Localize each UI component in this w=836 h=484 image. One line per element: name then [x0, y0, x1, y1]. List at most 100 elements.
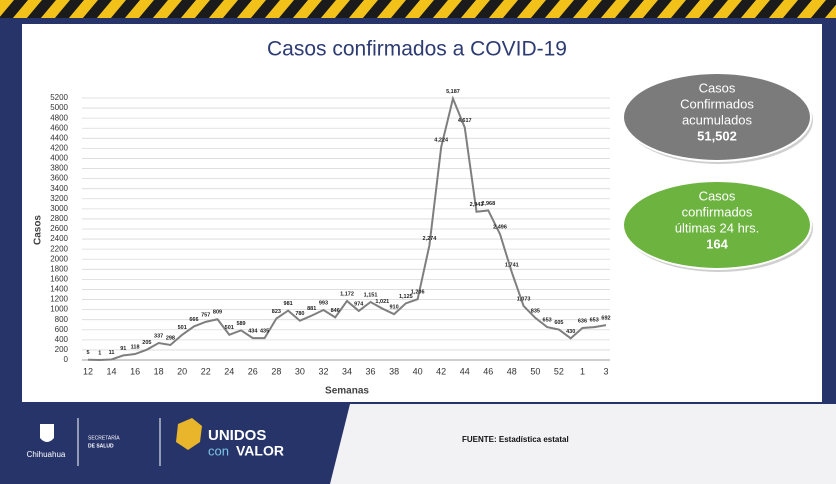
callout — [622, 180, 812, 270]
data-label: 589 — [236, 321, 245, 327]
data-label: 1,021 — [375, 299, 389, 305]
y-tick-label: 3400 — [50, 184, 68, 193]
data-label: 501 — [225, 325, 234, 331]
x-tick-label: 3 — [603, 366, 608, 376]
data-label: 1 — [98, 350, 101, 356]
data-label: 1,073 — [517, 296, 531, 302]
data-label: 337 — [154, 333, 163, 339]
data-label: 205 — [142, 340, 151, 346]
callout-total: 51,502 — [697, 128, 737, 143]
y-tick-label: 5200 — [50, 93, 68, 102]
y-tick-label: 3200 — [50, 194, 68, 203]
x-tick-label: 12 — [83, 366, 93, 376]
x-tick-label: 26 — [248, 366, 258, 376]
callout-text: últimas 24 hrs. — [675, 220, 760, 235]
data-label: 4,224 — [434, 138, 449, 144]
x-tick-label: 40 — [413, 366, 423, 376]
data-label: 2,496 — [493, 225, 507, 231]
data-label: 780 — [295, 311, 304, 317]
x-tick-label: 24 — [224, 366, 234, 376]
data-label: 5 — [86, 350, 89, 356]
x-tick-label: 48 — [507, 366, 517, 376]
crest-icon — [40, 424, 54, 442]
callout-text: confirmados — [682, 204, 753, 219]
x-tick-label: 28 — [271, 366, 281, 376]
data-label: 1,206 — [411, 290, 425, 296]
data-label: 653 — [543, 318, 552, 324]
x-tick-label: 50 — [530, 366, 540, 376]
chart-title: Casos confirmados a COVID-19 — [267, 38, 567, 61]
data-label: 846 — [331, 308, 340, 314]
data-label: 2,968 — [481, 201, 495, 207]
series-line — [87, 95, 607, 361]
slogan: UNIDOS — [208, 427, 266, 444]
callout-text: Confirmados — [680, 96, 754, 111]
x-tick-label: 42 — [436, 366, 446, 376]
data-label: 981 — [284, 301, 293, 307]
data-label: 605 — [554, 320, 563, 326]
y-tick-label: 3000 — [50, 204, 68, 213]
x-tick-label: 20 — [177, 366, 187, 376]
callout — [622, 72, 812, 162]
y-tick-label: 2400 — [50, 234, 68, 243]
data-label: 809 — [213, 310, 222, 316]
callout-text: Casos — [699, 188, 736, 203]
data-label: 910 — [389, 305, 398, 311]
data-label: 823 — [272, 309, 281, 315]
x-tick-label: 46 — [483, 366, 493, 376]
y-tick-label: 3800 — [50, 164, 68, 173]
data-label: 118 — [131, 345, 140, 351]
x-tick-label: 36 — [366, 366, 376, 376]
ministry: DE SALUD — [88, 443, 114, 449]
y-tick-label: 1800 — [50, 264, 68, 273]
x-tick-label: 18 — [154, 366, 164, 376]
data-label: 692 — [601, 316, 610, 322]
data-label: 4,617 — [458, 118, 472, 124]
data-label: 974 — [354, 301, 364, 307]
data-label: 993 — [319, 300, 328, 306]
slogan-icon — [176, 418, 202, 450]
x-tick-label: 16 — [130, 366, 140, 376]
data-label: 11 — [109, 350, 115, 356]
x-tick-label: 44 — [460, 366, 470, 376]
y-tick-label: 1000 — [50, 305, 68, 314]
slogan: VALOR — [236, 443, 284, 459]
slogan: con — [208, 443, 229, 458]
data-label: 2,943 — [470, 202, 484, 208]
y-tick-label: 2600 — [50, 224, 68, 233]
data-label: 881 — [307, 306, 316, 312]
hazard-stripe — [0, 0, 836, 18]
y-tick-label: 1600 — [50, 274, 68, 283]
y-tick-label: 200 — [55, 345, 69, 354]
data-label: 1,172 — [340, 291, 354, 297]
callout-text: Casos — [699, 80, 736, 95]
callout-total: 164 — [706, 236, 728, 251]
data-label: 666 — [189, 317, 198, 323]
x-tick-label: 14 — [107, 366, 117, 376]
data-label: 653 — [590, 318, 599, 324]
data-label: 91 — [120, 346, 126, 352]
data-label: 757 — [201, 312, 210, 318]
x-tick-label: 34 — [342, 366, 352, 376]
data-label: 298 — [166, 335, 175, 341]
y-tick-label: 2200 — [50, 244, 68, 253]
data-label: 1,125 — [399, 294, 413, 300]
x-tick-label: 30 — [295, 366, 305, 376]
y-tick-label: 5000 — [50, 103, 68, 112]
data-label: 5,187 — [446, 89, 460, 95]
y-tick-label: 800 — [55, 315, 69, 324]
data-label: 430 — [566, 329, 575, 335]
data-label: 434 — [248, 329, 258, 335]
y-tick-label: 2000 — [50, 254, 68, 263]
data-label: 501 — [178, 325, 187, 331]
data-label: 1,741 — [505, 263, 519, 269]
x-axis-label: Semanas — [325, 386, 369, 397]
x-tick-label: 32 — [318, 366, 328, 376]
x-tick-label: 38 — [389, 366, 399, 376]
y-tick-label: 3600 — [50, 174, 68, 183]
y-tick-label: 1400 — [50, 285, 68, 294]
data-label: 1,151 — [364, 292, 378, 298]
data-label: 835 — [531, 308, 540, 314]
x-tick-label: 1 — [580, 366, 585, 376]
x-tick-label: 22 — [201, 366, 211, 376]
